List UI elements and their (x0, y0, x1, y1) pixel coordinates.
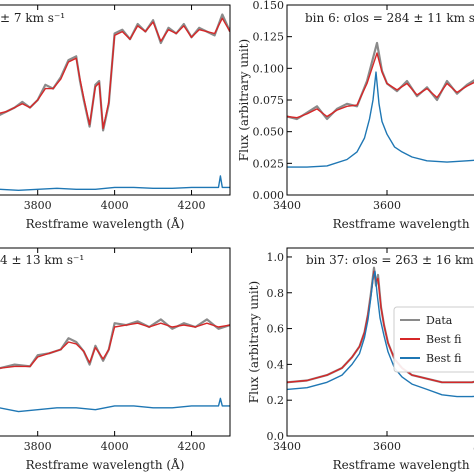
plot-frame (286, 247, 474, 437)
y-tick-label: 0.8 (267, 287, 285, 300)
panel-top-left: 3800 4000 4200 Restframe wavelength (Å) ± 7 … (0, 4, 231, 231)
x-tick-label: 3600 (373, 440, 401, 453)
y-tick-label: 0.6 (267, 323, 285, 336)
x-tick-label: 3400 (273, 440, 301, 453)
y-tick-label: 0.2 (267, 394, 285, 407)
x-axis-label: Restframe wavelength (Å) (26, 216, 185, 231)
series-line-data (0, 318, 230, 370)
legend-label-fit: Best fi (426, 333, 462, 346)
x-tick-label: 4000 (101, 199, 129, 212)
x-axis-label: Restframe wavelength (Å) (333, 216, 474, 231)
series-line-data (0, 13, 230, 132)
y-tick-label: 0.4 (267, 358, 285, 371)
plot-frame (0, 247, 231, 437)
panel-bottom-left: 3800 4000 4200 Restframe wavelength (Å) 4 ± … (0, 247, 231, 472)
legend-box (393, 306, 474, 373)
x-tick-label: 4000 (101, 440, 129, 453)
panel-bottom-right: 3400360038000.00.20.40.60.81.0Restframe … (247, 247, 474, 472)
series-line-fit (0, 17, 230, 130)
x-tick-label: 3600 (373, 199, 401, 212)
series-line-component (287, 71, 474, 168)
y-tick-label: 1.0 (267, 251, 285, 264)
y-tick-label: 0.0 (267, 430, 285, 443)
series-line-component (0, 175, 230, 191)
x-tick-label: 4200 (178, 440, 206, 453)
series-line-fit (287, 270, 474, 383)
plot-frame (0, 4, 231, 196)
panel-title: ± 7 km s⁻¹ (0, 11, 65, 25)
panel-title: bin 37: σlos = 263 ± 16 km (306, 253, 474, 267)
panel-top-right: 3400 3600 0.000 0.025 0.050 0.075 0.100 0.125 0.… (237, 0, 474, 231)
x-tick-label: 4200 (178, 199, 206, 212)
y-tick-label: 0.125 (253, 31, 285, 44)
panel-title: 4 ± 13 km s⁻¹ (0, 253, 84, 267)
legend-label-data: Data (426, 314, 453, 327)
x-axis-label: Restframe wavelength (Å) (333, 457, 474, 472)
x-tick-label: 3800 (24, 440, 52, 453)
y-tick-label: 0.025 (253, 157, 285, 170)
series-line-fit (0, 322, 230, 369)
series-line-data (287, 41, 474, 121)
x-axis-label: Restframe wavelength (Å) (26, 457, 185, 472)
y-tick-label: 0.100 (253, 62, 285, 75)
y-tick-label: 0.050 (253, 126, 285, 139)
legend: Data Best fi Best fi (393, 306, 474, 373)
y-tick-label: 0.075 (253, 94, 285, 107)
y-axis-label: Flux (arbitrary unit) (237, 39, 251, 161)
panel-title: bin 6: σlos = 284 ± 11 km s (305, 11, 474, 25)
x-tick-label: 3400 (273, 199, 301, 212)
series-line-fit (287, 52, 474, 119)
legend-label-component: Best fi (426, 352, 462, 365)
series-line-component (0, 397, 230, 413)
y-axis-label: Flux (arbitrary unit) (247, 281, 261, 403)
y-tick-label: 0.000 (253, 189, 285, 202)
y-tick-label: 0.150 (253, 0, 285, 12)
series-line-component (287, 270, 474, 398)
x-tick-label: 3800 (24, 199, 52, 212)
